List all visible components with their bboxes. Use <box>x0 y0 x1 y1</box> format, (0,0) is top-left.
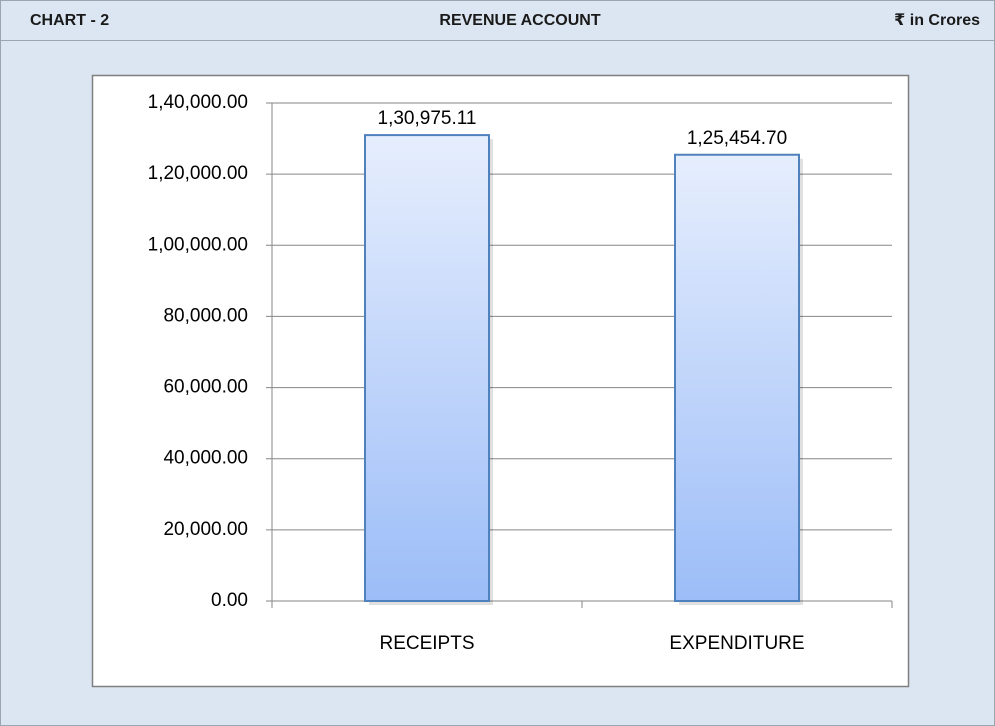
x-tick-label: RECEIPTS <box>379 633 474 654</box>
chart-label: CHART - 2 <box>30 12 109 29</box>
bar <box>674 153 800 602</box>
y-tick-label: 1,00,000.00 <box>148 234 248 255</box>
data-label: 1,25,454.70 <box>687 128 787 149</box>
y-tick-label: 1,40,000.00 <box>148 92 248 113</box>
bar <box>364 134 490 603</box>
y-tick-label: 40,000.00 <box>163 448 248 469</box>
y-tick-label: 60,000.00 <box>163 377 248 398</box>
data-label: 1,30,975.11 <box>378 108 477 129</box>
x-tick-label: EXPENDITURE <box>669 633 804 654</box>
y-tick-label: 1,20,000.00 <box>148 163 248 184</box>
y-tick-label: 20,000.00 <box>163 519 248 540</box>
chart-title: REVENUE ACCOUNT <box>439 12 600 29</box>
y-tick-label: 80,000.00 <box>163 305 248 326</box>
y-tick-label: 0.00 <box>211 590 248 611</box>
unit-label: ₹ in Crores <box>894 12 980 29</box>
